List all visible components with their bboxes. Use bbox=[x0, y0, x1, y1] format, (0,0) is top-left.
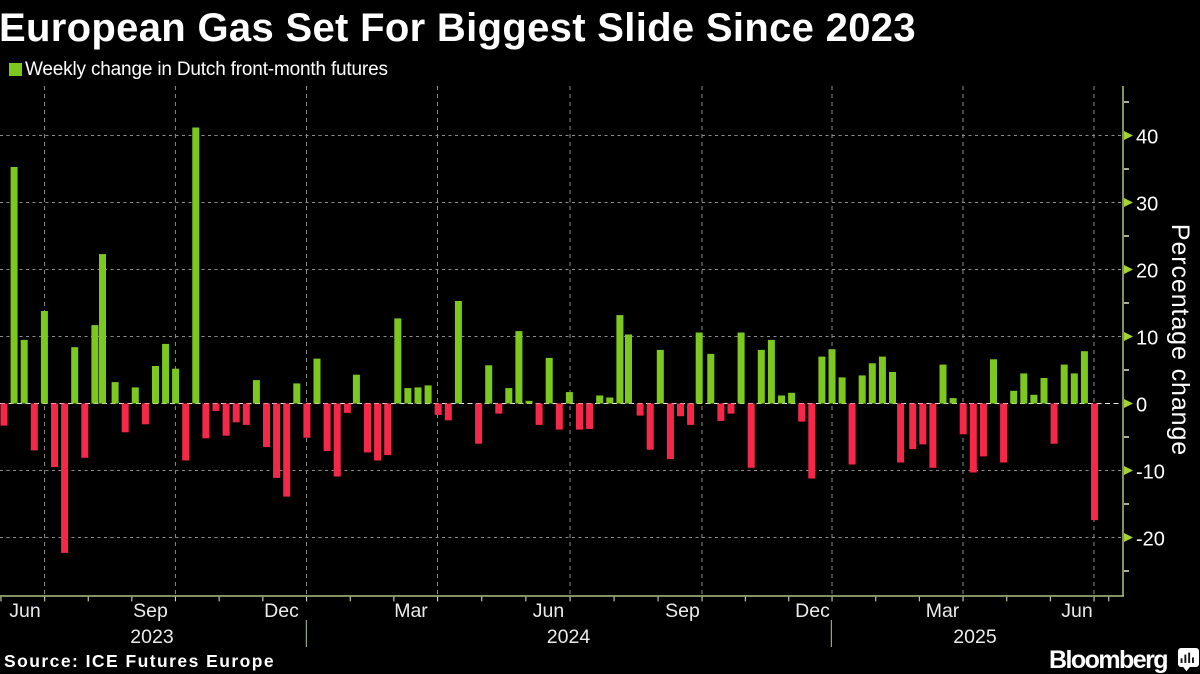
svg-text:30: 30 bbox=[1136, 194, 1158, 216]
svg-text:2025: 2025 bbox=[953, 626, 997, 648]
svg-text:Sep: Sep bbox=[133, 600, 168, 622]
svg-text:Percentage change: Percentage change bbox=[1166, 224, 1194, 456]
svg-text:Jun: Jun bbox=[533, 600, 564, 622]
svg-text:Dec: Dec bbox=[795, 600, 830, 622]
svg-text:0: 0 bbox=[1136, 395, 1147, 417]
svg-text:20: 20 bbox=[1136, 261, 1158, 283]
svg-text:-10: -10 bbox=[1136, 462, 1165, 484]
svg-text:Mar: Mar bbox=[394, 600, 428, 622]
svg-text:Sep: Sep bbox=[665, 600, 700, 622]
svg-text:Jun: Jun bbox=[1061, 600, 1092, 622]
svg-text:Mar: Mar bbox=[926, 600, 960, 622]
svg-text:Jun: Jun bbox=[9, 600, 40, 622]
svg-text:40: 40 bbox=[1136, 127, 1158, 149]
svg-text:10: 10 bbox=[1136, 328, 1158, 350]
svg-text:2024: 2024 bbox=[547, 626, 591, 648]
svg-text:2023: 2023 bbox=[130, 626, 173, 648]
svg-text:Dec: Dec bbox=[264, 600, 299, 622]
svg-text:-20: -20 bbox=[1136, 529, 1165, 551]
